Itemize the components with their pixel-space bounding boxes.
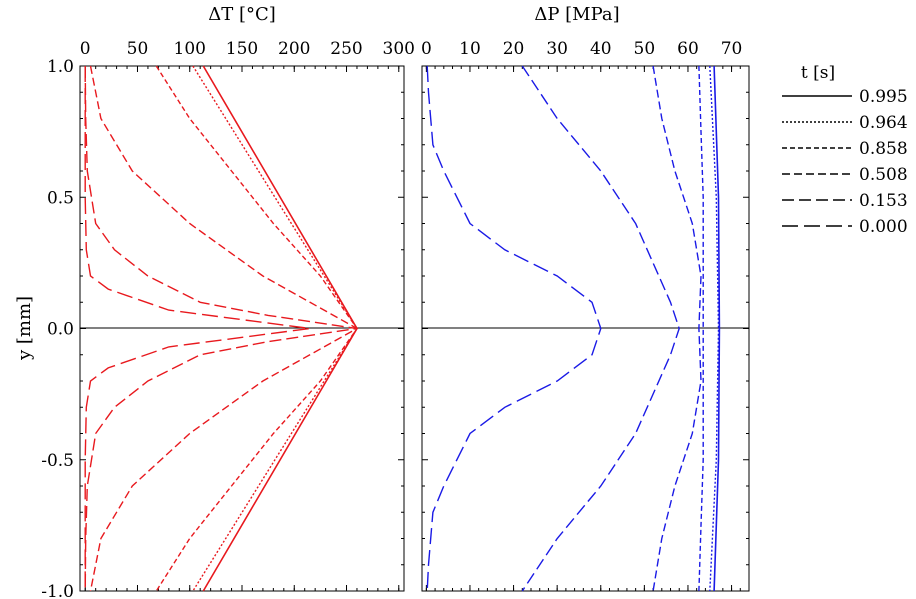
x-tick-label: 20 — [503, 39, 525, 59]
legend: t [s] 0.995 0.964 0.858 0.508 0.153 0.000 — [782, 63, 908, 237]
x-tick-label: 50 — [127, 39, 149, 59]
pressure-series — [426, 65, 721, 592]
series-line-0.508 — [652, 65, 702, 592]
series-line-0.000 — [84, 66, 310, 591]
temperature-panel: 0 50 100 150 200 250 300 1.0 0.5 0.0 -0.5 -1.0 ΔT [… — [14, 4, 415, 599]
series-line-0.000 — [426, 65, 602, 592]
x-tick-label: 60 — [677, 39, 699, 59]
y-tick-label: -1.0 — [41, 582, 74, 599]
legend-label-0.964: 0.964 — [859, 113, 908, 133]
x-tick-label: 150 — [226, 39, 258, 59]
x-tick-label: 10 — [459, 39, 481, 59]
legend-label-0.000: 0.000 — [859, 217, 908, 237]
x-tick-label: 40 — [590, 39, 612, 59]
series-line-0.153 — [84, 65, 358, 592]
x-tick-label: 100 — [174, 39, 206, 59]
x-tick-label: 300 — [383, 39, 415, 59]
legend-label-0.508: 0.508 — [859, 165, 908, 185]
series-line-0.153 — [521, 65, 680, 592]
series-line-0.964 — [709, 65, 720, 592]
pressure-panel: 0 10 20 30 40 50 60 70 ΔP [MPa] — [421, 4, 750, 592]
y-tick-label: 0.0 — [47, 320, 74, 340]
legend-entries: 0.995 0.964 0.858 0.508 0.153 0.000 — [782, 87, 908, 237]
y-tick-label: 1.0 — [47, 57, 74, 77]
x-tick-label: 0 — [421, 39, 432, 59]
x-tick-label: 70 — [721, 39, 743, 59]
x-tick-label: 50 — [634, 39, 656, 59]
y-axis-title: y [mm] — [14, 296, 35, 361]
x-tick-label: 30 — [546, 39, 568, 59]
legend-title: t [s] — [801, 63, 835, 83]
x-tick-label: 250 — [330, 39, 362, 59]
legend-label-0.995: 0.995 — [859, 87, 908, 107]
x-tick-label: 200 — [278, 39, 310, 59]
temperature-ticks: 0 50 100 150 200 250 300 1.0 0.5 0.0 -0.5 -1.0 — [41, 39, 415, 599]
y-tick-label: -0.5 — [41, 451, 74, 471]
legend-label-0.153: 0.153 — [859, 191, 908, 211]
legend-label-0.858: 0.858 — [859, 139, 908, 159]
series-line-0.995 — [713, 65, 721, 592]
y-tick-label: 0.5 — [47, 188, 74, 208]
pressure-x-axis-title: ΔP [MPa] — [534, 4, 619, 25]
x-tick-label: 0 — [80, 39, 91, 59]
temperature-series — [84, 65, 359, 592]
pressure-ticks: 0 10 20 30 40 50 60 70 — [421, 39, 750, 592]
temperature-x-axis-title: ΔT [°C] — [208, 4, 276, 25]
